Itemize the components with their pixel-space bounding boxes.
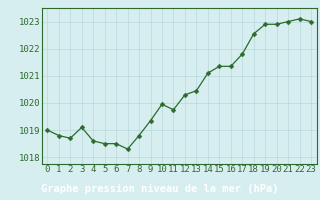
Text: Graphe pression niveau de la mer (hPa): Graphe pression niveau de la mer (hPa): [41, 183, 279, 194]
